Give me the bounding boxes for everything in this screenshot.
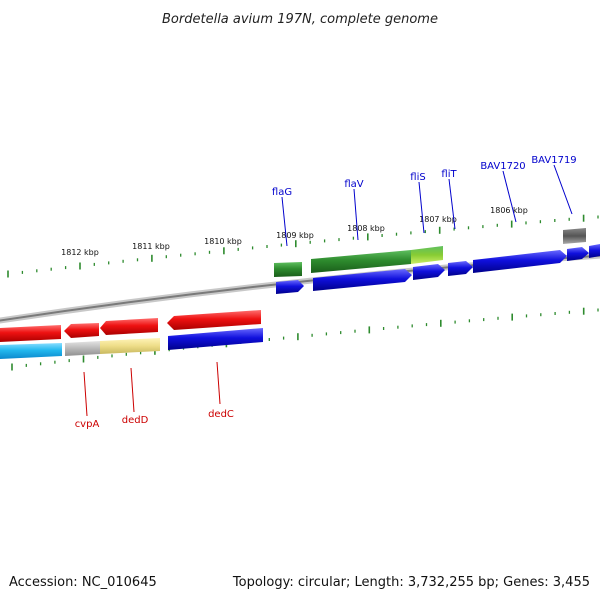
label-BAV1719: BAV1719 — [531, 155, 576, 166]
gene-dedD[interactable] — [100, 318, 158, 335]
gene-flaV-copy[interactable] — [276, 280, 304, 294]
kbp-label: 1806 kbp — [490, 206, 528, 215]
scale-ticks-lower — [11, 307, 599, 371]
gene-edge-blue[interactable] — [589, 244, 600, 258]
kbp-label: 1808 kbp — [347, 224, 385, 233]
label-flaG: flaG — [272, 187, 292, 198]
summary-text: Topology: circular; Length: 3,732,255 bp… — [232, 575, 590, 590]
gene-gray[interactable] — [65, 341, 100, 356]
gene-cvpA[interactable] — [64, 323, 99, 338]
map-title: Bordetella avium 197N, complete genome — [162, 12, 438, 27]
label-fliT: fliT — [441, 169, 457, 180]
gene-fliT[interactable] — [448, 261, 473, 276]
reverse-strand-bottom-row — [0, 328, 263, 359]
gene-blue-reverse[interactable] — [168, 328, 263, 350]
gene-red-left[interactable] — [0, 325, 61, 342]
gene-fliS[interactable] — [411, 246, 443, 264]
gene-flaV[interactable] — [311, 250, 411, 273]
label-dedC: dedC — [208, 409, 234, 420]
gene-BAV1719[interactable] — [563, 228, 586, 244]
label-flaV: flaV — [344, 179, 363, 190]
forward-gene-labels: flaG flaV fliS fliT BAV1720 BAV1719 — [272, 155, 577, 247]
label-dedD: dedD — [122, 415, 149, 426]
kbp-label: 1807 kbp — [419, 215, 457, 224]
gene-flaG[interactable] — [274, 262, 302, 277]
kbp-label: 1809 kbp — [276, 231, 314, 240]
label-fliS: fliS — [410, 172, 425, 183]
gene-cyan[interactable] — [0, 343, 62, 359]
kbp-label: 1812 kbp — [61, 248, 99, 257]
reverse-gene-labels: cvpA dedD dedC — [75, 361, 234, 430]
forward-strand-bottom-row — [276, 244, 600, 294]
scale-ticks-upper — [7, 214, 599, 278]
label-BAV1720: BAV1720 — [480, 161, 525, 172]
gene-fliS-blue[interactable] — [413, 264, 445, 280]
reverse-strand-top-row — [0, 310, 261, 342]
gene-BAV1720[interactable] — [473, 250, 567, 273]
kbp-label: 1810 kbp — [204, 237, 242, 246]
gene-flaV-blue[interactable] — [313, 269, 412, 291]
gene-dedC[interactable] — [167, 310, 261, 330]
gene-BAV1719-blue[interactable] — [567, 247, 589, 261]
scale-labels: 1812 kbp 1811 kbp 1810 kbp 1809 kbp 1808… — [61, 206, 528, 257]
accession-text: Accession: NC_010645 — [9, 575, 157, 590]
kbp-label: 1811 kbp — [132, 242, 170, 251]
forward-strand-top-row — [274, 228, 586, 277]
gene-yellow[interactable] — [100, 338, 160, 354]
label-cvpA: cvpA — [75, 419, 100, 430]
